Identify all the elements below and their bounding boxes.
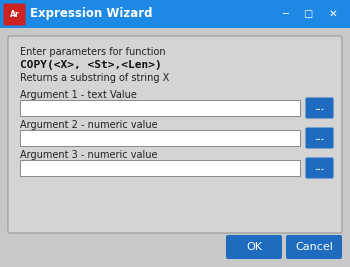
Bar xyxy=(20,130,300,146)
Text: Expression Wizard: Expression Wizard xyxy=(30,7,153,21)
FancyBboxPatch shape xyxy=(8,36,342,233)
Bar xyxy=(20,100,300,116)
Bar xyxy=(0,28,350,267)
FancyBboxPatch shape xyxy=(286,235,342,259)
Text: Argument 1 - text Value: Argument 1 - text Value xyxy=(20,90,137,100)
Text: ...: ... xyxy=(314,134,324,143)
Text: Returns a substring of string X: Returns a substring of string X xyxy=(20,73,169,83)
Text: Enter parameters for function: Enter parameters for function xyxy=(20,47,166,57)
FancyBboxPatch shape xyxy=(306,158,334,179)
Text: Argument 2 - numeric value: Argument 2 - numeric value xyxy=(20,120,158,130)
Bar xyxy=(20,160,300,176)
Text: □: □ xyxy=(303,9,313,19)
Text: Argument 3 - numeric value: Argument 3 - numeric value xyxy=(20,150,158,160)
FancyBboxPatch shape xyxy=(306,97,334,119)
Text: Ar: Ar xyxy=(10,10,19,19)
Bar xyxy=(0,0,350,28)
Text: ...: ... xyxy=(314,163,324,172)
FancyBboxPatch shape xyxy=(306,128,334,148)
Text: ✕: ✕ xyxy=(329,9,337,19)
Text: ─: ─ xyxy=(282,9,288,19)
Text: Cancel: Cancel xyxy=(295,242,333,252)
Text: COPY(<X>, <St>,<Len>): COPY(<X>, <St>,<Len>) xyxy=(20,60,162,70)
FancyBboxPatch shape xyxy=(4,3,26,26)
Text: ...: ... xyxy=(314,104,324,112)
FancyBboxPatch shape xyxy=(226,235,282,259)
Text: OK: OK xyxy=(246,242,262,252)
